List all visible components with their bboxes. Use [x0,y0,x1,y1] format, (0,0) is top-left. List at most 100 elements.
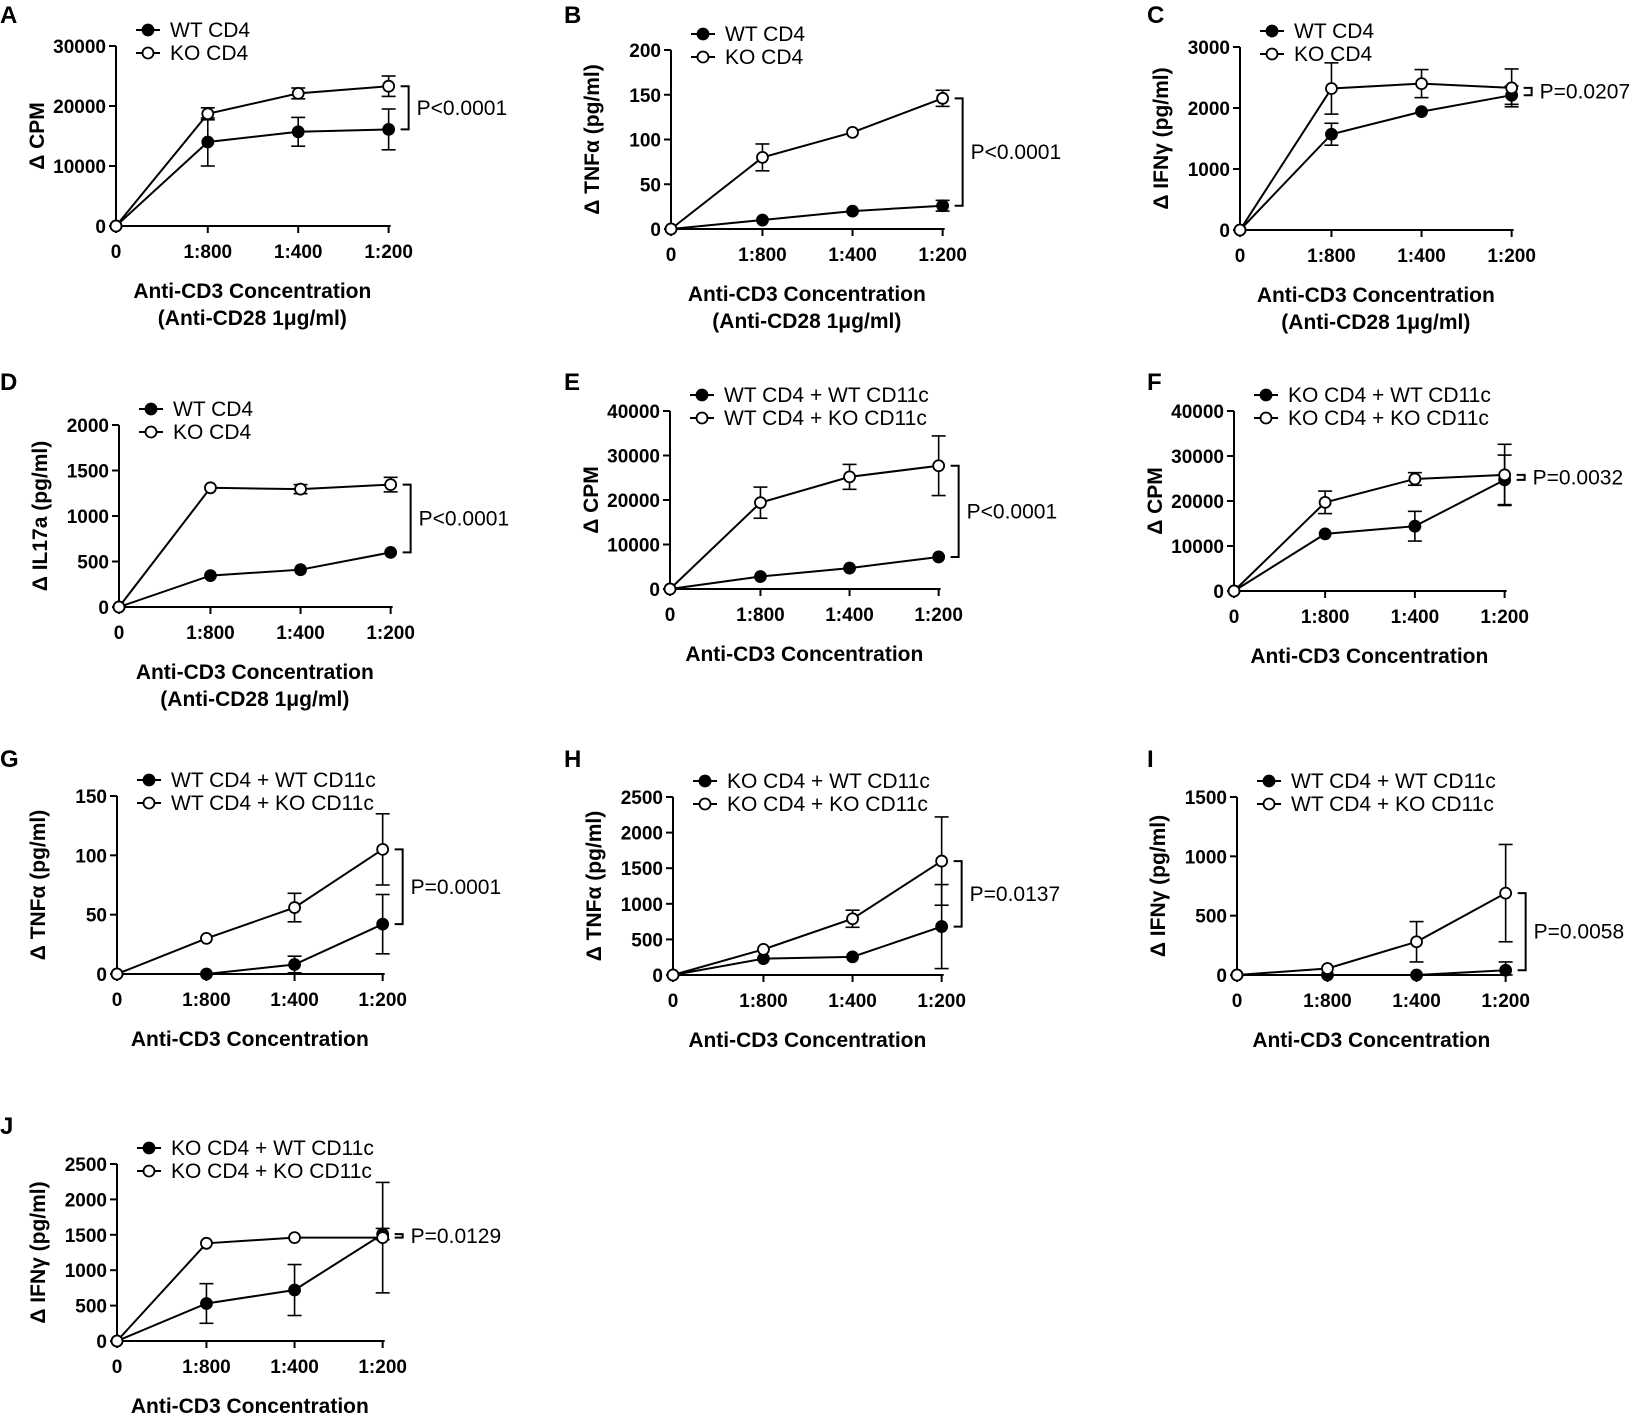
panel-f-series-open-point [1498,468,1512,482]
panel-g-x-tick-label: 1:800 [182,990,231,1011]
panel-c-legend-label: KO CD4 [1294,43,1373,66]
panel-e-series-open-point [663,582,677,596]
panel-e-x-tick-label: 1:200 [914,605,963,626]
panel-g-series-open-point [110,967,124,981]
panel-i: I 0 500 1000 1500 0 1:800 1:400 1:200 Δ IFNγ (pg/… [1147,746,1624,1052]
panel-i-series-open-point [1230,968,1244,982]
panel-a-x-axis-label: (Anti-CD28 1μg/ml) [158,307,347,330]
panel-d-y-tick-label: 0 [98,598,109,619]
panel-c-significance-bracket [1523,86,1533,97]
panel-j-p-value: P=0.0129 [411,1225,502,1248]
panel-e-series-filled-point [932,550,946,564]
panel-b-x-tick-label: 1:400 [828,245,877,266]
panel-b-x-axis-label: (Anti-CD28 1μg/ml) [712,310,901,333]
panel-c-y-tick-label: 3000 [1188,38,1230,59]
panel-j-x-tick-label: 1:400 [270,1357,319,1378]
panel-j-series-filled-point [288,1283,301,1297]
panel-f-series-filled-point [1318,527,1332,541]
panel-a-y-tick-label: 0 [95,217,106,238]
panel-h-x-tick-label: 1:800 [739,991,788,1012]
panel-f-x-tick-label: 1:200 [1480,607,1529,628]
panel-a-x-tick-label: 0 [111,242,122,263]
panel-a-legend-marker [141,46,155,60]
panel-c-series-filled-line [1239,94,1512,231]
panel-d-series-open-line [118,483,391,608]
panel-d-series-open-point [384,478,398,492]
panel-d-x-axis-label: (Anti-CD28 1μg/ml) [160,688,349,711]
panel-h-series-open-point [846,912,859,926]
panel-j-y-tick-label: 1000 [65,1261,107,1282]
panel-i-x-tick-label: 1:800 [1303,991,1352,1012]
panel-d-y-tick-label: 2000 [67,416,109,437]
panel-h-y-tick-label: 1500 [621,859,663,880]
panel-a-x-tick-label: 1:800 [183,242,232,263]
panel-h-series-filled-line [672,925,942,976]
panel-d-series-open-point [112,600,126,614]
panel-b-series-open-point [664,222,678,236]
panel-i-y-tick-label: 0 [1216,966,1227,987]
panel-b-legend-marker [696,50,710,64]
panel-b-y-axis-label: Δ TNFα (pg/ml) [581,64,604,214]
panel-h-p-value: P=0.0137 [970,883,1061,906]
panel-a-x-tick-label: 1:400 [274,242,323,263]
panel-i-legend-label: WT CD4 + WT CD11c [1291,770,1496,793]
panel-h-y-tick-label: 0 [652,966,663,987]
panel-a-y-axis-label: Δ CPM [26,102,49,170]
panel-f-legend-label: KO CD4 + WT CD11c [1288,384,1491,407]
panel-i-series-filled-line [1237,969,1506,976]
panel-c-series-open-point [1415,77,1428,90]
panel-g-y-tick-label: 100 [75,846,107,867]
panel-b-series-open-line [670,97,943,230]
panel-c-series-open-point [1233,223,1247,237]
panel-b-legend-marker [696,27,710,41]
panel-g-series-filled-point [200,967,213,981]
panel-j-series-open-point [200,1236,213,1250]
panel-f-significance-bracket [1516,473,1526,481]
panel-j-x-axis-label: Anti-CD3 Concentration [131,1395,369,1415]
panel-a-legend-label: WT CD4 [170,19,250,42]
panel-g-y-axis-label: Δ TNFα (pg/ml) [27,810,50,960]
panel-g-x-axis-label: Anti-CD3 Concentration [131,1028,369,1051]
panel-c-series-open-point [1505,81,1519,95]
panel-b-legend-label: KO CD4 [725,46,804,69]
panel-f: F 0 10000 20000 30000 40000 0 1:800 1:400 1:200 Δ … [1144,369,1623,668]
panel-e-y-axis-label: Δ CPM [580,466,603,534]
panel-c-y-tick-label: 0 [1219,221,1230,242]
panel-d-y-tick-label: 500 [77,553,109,574]
panel-j-series-open-line [116,1236,383,1342]
panel-e-y-tick-label: 30000 [607,447,660,468]
panel-b-x-axis-label: Anti-CD3 Concentration [688,283,926,306]
panel-a-y-tick-label: 30000 [53,37,106,58]
panel-i-p-value: P=0.0058 [1534,921,1625,944]
panel-g-series-filled-line [117,923,384,975]
panel-d-y-tick-label: 1000 [67,507,109,528]
panel-j-series-open-point [110,1334,124,1348]
panel-a-legend-label: KO CD4 [170,42,249,65]
panel-c-y-axis-label: Δ IFNγ (pg/ml) [1150,67,1173,209]
panel-f-legend-marker [1259,411,1273,425]
panel-c-legend-marker [1265,47,1279,61]
panel-h-legend-marker [698,797,712,811]
panel-j-legend-marker [142,1141,156,1155]
panel-d-x-tick-label: 0 [114,623,125,644]
panel-a-series-filled-point [201,135,215,149]
panel-e: E 0 10000 20000 30000 40000 0 1:800 1:400 1:200 Δ … [564,369,1057,666]
panel-h-significance-bracket [953,860,963,928]
panel-d-x-axis-label: Anti-CD3 Concentration [136,661,374,684]
panel-f-y-tick-label: 20000 [1171,492,1224,513]
panel-i-legend-marker [1262,774,1276,788]
panel-e-series-filled-line [669,555,939,590]
panel-a-significance-bracket [400,85,410,131]
panel-b-x-tick-label: 1:800 [738,245,787,266]
panel-a-series-open-point [291,87,305,100]
panel-i-significance-bracket [1517,892,1527,972]
panel-j-letter: J [0,1113,13,1140]
panel-d-p-value: P<0.0001 [419,508,510,531]
panel-f-x-tick-label: 0 [1229,607,1240,628]
panel-b-series-filled-point [756,213,769,227]
panel-c-x-axis-label: (Anti-CD28 1μg/ml) [1281,311,1470,334]
panel-g-series-filled-point [376,917,390,931]
panel-c-x-tick-label: 1:400 [1397,246,1446,267]
panel-c-series-filled-point [1325,127,1338,141]
panel-e-legend-marker [695,388,709,402]
